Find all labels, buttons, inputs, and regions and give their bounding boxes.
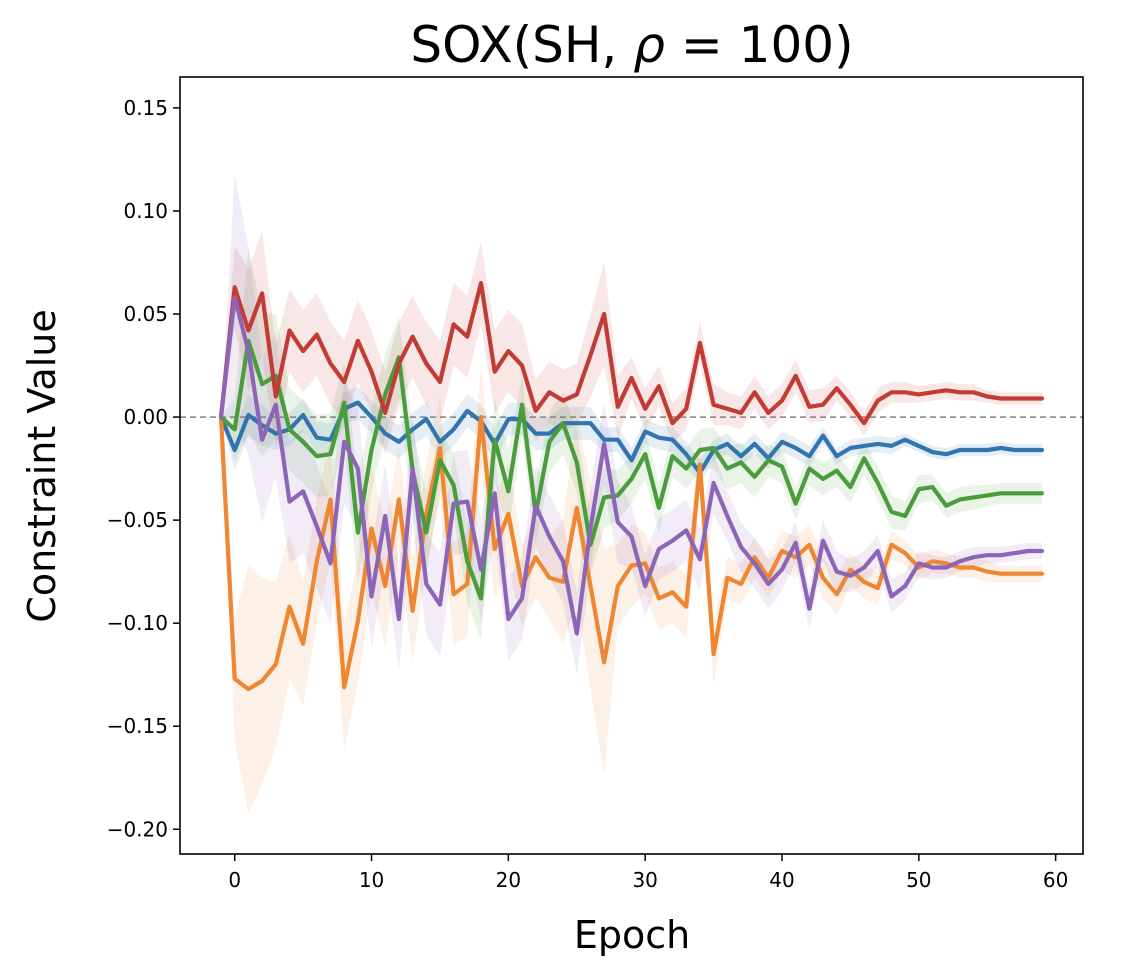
series-5-line xyxy=(218,295,1045,636)
plot-frame xyxy=(179,76,1084,855)
x-tick-label: 60 xyxy=(1043,868,1068,892)
series-3-line xyxy=(218,338,1045,601)
y-tick-label: −0.20 xyxy=(107,817,168,841)
x-tick-label: 0 xyxy=(228,868,241,892)
series-3-band xyxy=(221,248,1042,640)
x-tick-label: 30 xyxy=(632,868,657,892)
series-5-band xyxy=(221,173,1042,675)
y-tick-label: 0.15 xyxy=(123,96,168,120)
x-axis-ticks: 0 10 20 30 40 50 60 xyxy=(228,854,1068,892)
chart-title: SOX(SH, ρ = 100) xyxy=(410,16,853,74)
series-1-line xyxy=(218,400,1045,475)
y-tick-label: −0.15 xyxy=(107,714,168,738)
y-tick-label: 0.00 xyxy=(123,405,168,429)
x-tick-label: 40 xyxy=(769,868,794,892)
uncertainty-bands xyxy=(221,173,1042,813)
x-tick-label: 20 xyxy=(496,868,521,892)
x-axis-label: Epoch xyxy=(574,913,690,957)
y-axis-label: Constraint Value xyxy=(20,309,64,622)
y-tick-label: 0.10 xyxy=(123,199,168,223)
series-2-line xyxy=(218,415,1045,692)
series-4-line xyxy=(218,281,1045,426)
x-tick-label: 50 xyxy=(906,868,931,892)
y-tick-label: −0.10 xyxy=(107,611,168,635)
x-tick-label: 10 xyxy=(359,868,384,892)
series-4-band xyxy=(221,231,1042,455)
series-2-band xyxy=(221,365,1042,813)
y-tick-label: 0.05 xyxy=(123,302,168,326)
y-tick-label: −0.05 xyxy=(107,508,168,532)
series-1-band xyxy=(221,386,1042,486)
series-lines xyxy=(218,281,1045,692)
y-axis-ticks: −0.20 −0.15 −0.10 −0.05 0.00 0.05 0.10 0.15 xyxy=(107,96,180,841)
